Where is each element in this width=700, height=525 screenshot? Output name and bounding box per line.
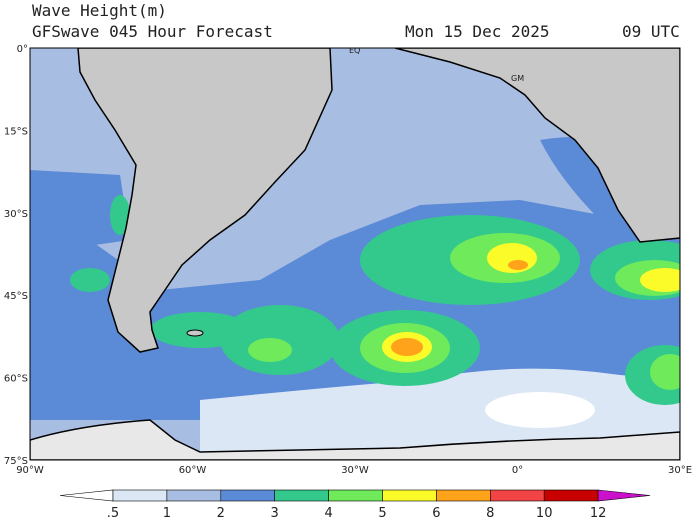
island [186,329,204,337]
colorbar-segment [328,489,383,502]
wave-area [30,170,130,260]
subtitle: GFSwave 045 Hour Forecast [32,22,273,41]
wave-area [640,268,680,292]
map-frame [29,47,681,461]
colorbar-segment [597,489,651,502]
lat-label: 45°S [4,291,28,302]
colorbar-segment [382,489,437,502]
colorbar-label: 3 [271,506,279,521]
place-label: GM [511,74,524,83]
colorbar-label: .5 [107,506,119,521]
lat-label: 15°S [4,126,28,137]
place-label: EQ [349,46,360,55]
wave-area [280,50,560,190]
colorbar: .5 1 2 3 4 5 6 8 10 12 [59,489,651,521]
lon-label: 30°E [668,465,692,476]
colorbar-label: 8 [486,506,494,521]
colorbar-segment [274,489,329,502]
lon-label: 90°W [16,465,44,476]
colorbar-segment [436,489,491,502]
wave-area [508,260,528,270]
wave-area [200,368,680,460]
colorbar-label: 5 [378,506,386,521]
date: Mon 15 Dec 2025 [405,22,550,41]
wave-area [70,268,110,292]
wave-area [391,338,423,356]
wave-area [650,354,680,390]
colorbar-label: 4 [324,506,332,521]
colorbar-segment [220,489,276,502]
colorbar-segment [543,489,599,502]
lon-label: 60°W [179,465,207,476]
wave-area [485,392,595,428]
africa [394,48,680,243]
lat-label: 60°S [4,374,28,385]
colorbar-label: 1 [163,506,171,521]
title: Wave Height(m) [32,1,167,20]
colorbar-segment [112,489,168,502]
colorbar-label: 10 [536,506,553,521]
colorbar-segment [166,489,222,502]
colorbar-label: 6 [432,506,440,521]
antarctica [30,419,680,460]
map: EQ GM [30,46,680,460]
axes: 0° 15°S 30°S 45°S 60°S 75°S90°W 60°W 30°W 0° 30°E [4,44,692,476]
colorbar-label: 12 [590,506,607,521]
lat-label: 30°S [4,209,28,220]
colorbar-segment [59,489,114,502]
colorbar-label: 2 [217,506,225,521]
wave-area [248,338,292,362]
lat-label: 0° [17,44,28,55]
lon-label: 0° [512,465,523,476]
lat-label: 75°S [4,456,28,467]
lon-label: 30°W [341,465,369,476]
south-america [77,48,333,353]
time: 09 UTC [622,22,680,41]
wave-area [110,195,130,235]
colorbar-segment [489,489,545,502]
